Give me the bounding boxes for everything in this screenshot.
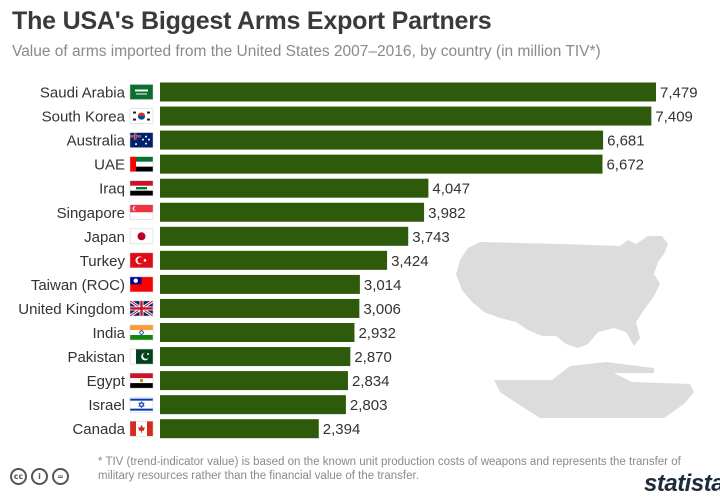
category-label: UAE bbox=[94, 157, 125, 174]
no-derivatives-icon[interactable]: = bbox=[52, 468, 69, 485]
license-icons: cc i = bbox=[10, 468, 69, 485]
bar[interactable] bbox=[160, 323, 355, 342]
chart-title: The USA's Biggest Arms Export Partners bbox=[12, 7, 492, 35]
bar[interactable] bbox=[160, 419, 319, 439]
bar[interactable] bbox=[160, 154, 603, 174]
category-label: India bbox=[92, 325, 125, 342]
bar[interactable] bbox=[160, 371, 348, 391]
bar[interactable] bbox=[160, 298, 360, 318]
value-label: 2,870 bbox=[354, 349, 392, 366]
statista-logo[interactable]: statista bbox=[644, 470, 720, 497]
category-label: South Korea bbox=[42, 109, 126, 126]
saudi-arabia-flag-icon bbox=[129, 84, 154, 100]
category-label: Canada bbox=[72, 421, 125, 438]
category-label: Egypt bbox=[87, 373, 126, 390]
category-label: Turkey bbox=[80, 253, 126, 270]
australia-flag-icon bbox=[129, 132, 154, 148]
category-label: Taiwan (ROC) bbox=[31, 277, 125, 294]
value-label: 2,803 bbox=[350, 397, 388, 414]
bar[interactable] bbox=[160, 347, 351, 367]
chart-subtitle: Value of arms imported from the United S… bbox=[12, 43, 601, 60]
uae-flag-icon bbox=[129, 156, 154, 172]
value-label: 3,743 bbox=[412, 229, 450, 246]
bar-chart: Saudi Arabia 7,479 South Korea 7,409 Austral… bbox=[18, 82, 698, 439]
category-label: Pakistan bbox=[67, 349, 125, 366]
bar[interactable] bbox=[160, 202, 425, 222]
value-label: 7,479 bbox=[660, 85, 698, 102]
usa-map-silhouette bbox=[456, 236, 668, 348]
iraq-flag-icon bbox=[129, 180, 154, 196]
tank-silhouette bbox=[494, 362, 694, 418]
footnote: * TIV (trend-indicator value) is based o… bbox=[98, 456, 681, 482]
egypt-flag-icon bbox=[129, 372, 154, 389]
israel-flag-icon bbox=[129, 396, 154, 413]
category-label: Singapore bbox=[57, 205, 125, 222]
value-label: 2,932 bbox=[358, 325, 396, 342]
canada-flag-icon bbox=[129, 420, 154, 437]
category-label: United Kingdom bbox=[18, 301, 125, 318]
south-korea-flag-icon bbox=[129, 108, 154, 124]
bar[interactable] bbox=[160, 226, 409, 246]
attribution-icon[interactable]: i bbox=[31, 468, 48, 485]
category-label: Saudi Arabia bbox=[40, 85, 126, 102]
taiwan-flag-icon bbox=[129, 276, 154, 293]
value-label: 3,006 bbox=[363, 301, 401, 318]
category-label: Israel bbox=[88, 397, 125, 414]
category-label: Japan bbox=[84, 229, 125, 246]
value-label: 6,681 bbox=[607, 133, 645, 150]
bar[interactable] bbox=[160, 395, 346, 415]
turkey-flag-icon bbox=[129, 252, 154, 269]
value-label: 2,834 bbox=[352, 373, 390, 390]
bar[interactable] bbox=[160, 82, 656, 102]
bar[interactable] bbox=[160, 106, 652, 126]
japan-flag-icon bbox=[129, 228, 154, 245]
india-flag-icon bbox=[129, 324, 154, 341]
value-label: 3,014 bbox=[364, 277, 402, 294]
bar[interactable] bbox=[160, 130, 604, 150]
value-label: 2,394 bbox=[323, 421, 361, 438]
value-label: 3,982 bbox=[428, 205, 466, 222]
value-label: 6,672 bbox=[606, 157, 644, 174]
bar[interactable] bbox=[160, 178, 429, 198]
value-label: 7,409 bbox=[655, 109, 693, 126]
cc-icon[interactable]: cc bbox=[10, 468, 27, 485]
value-label: 4,047 bbox=[432, 181, 470, 198]
value-label: 3,424 bbox=[391, 253, 429, 270]
united-kingdom-flag-icon bbox=[129, 299, 154, 318]
bar[interactable] bbox=[160, 250, 388, 270]
bar[interactable] bbox=[160, 274, 360, 294]
category-label: Australia bbox=[67, 133, 126, 150]
pakistan-flag-icon bbox=[129, 348, 154, 365]
singapore-flag-icon bbox=[129, 204, 154, 220]
category-label: Iraq bbox=[99, 181, 125, 198]
